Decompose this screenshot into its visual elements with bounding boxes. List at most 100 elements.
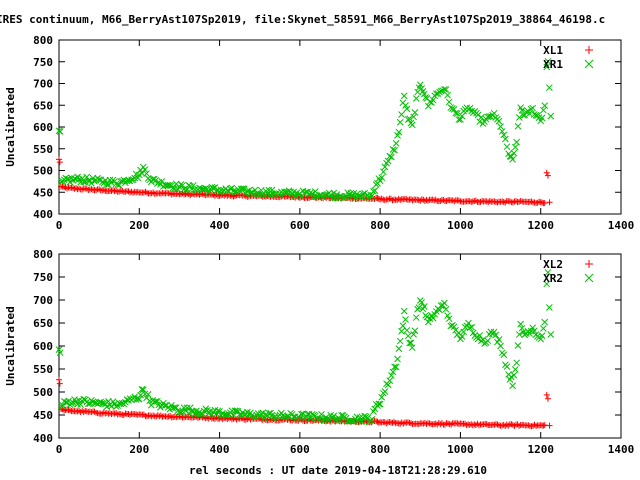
- data-point: [457, 116, 464, 123]
- data-point: [378, 195, 385, 202]
- data-point: [158, 178, 166, 185]
- data-point: [311, 188, 319, 195]
- data-point: [412, 95, 420, 102]
- y-tick-label: 500: [33, 386, 53, 399]
- data-point: [135, 395, 143, 403]
- data-point: [545, 304, 553, 311]
- data-point: [227, 185, 234, 193]
- data-point: [432, 90, 440, 98]
- data-point: [516, 422, 523, 429]
- x-tick-label: 1200: [527, 443, 554, 456]
- data-point: [381, 163, 389, 171]
- data-point: [538, 332, 546, 340]
- data-point: [444, 91, 451, 99]
- data-point: [498, 128, 506, 135]
- data-point: [410, 330, 417, 338]
- data-point: [404, 332, 412, 340]
- data-point: [150, 189, 157, 196]
- x-tick-label: 200: [129, 219, 149, 232]
- data-point: [400, 307, 408, 315]
- data-point: [117, 411, 124, 418]
- data-point: [442, 86, 450, 93]
- legend-marker: [585, 260, 593, 268]
- data-point: [416, 81, 424, 89]
- data-point: [474, 111, 482, 119]
- data-point: [165, 413, 172, 420]
- data-point: [240, 185, 248, 193]
- data-point: [183, 404, 191, 412]
- data-point: [490, 109, 498, 117]
- data-point: [547, 112, 555, 120]
- data-point: [412, 314, 420, 321]
- data-point: [541, 199, 548, 206]
- data-point: [492, 331, 500, 339]
- data-point: [392, 140, 400, 147]
- data-point: [445, 98, 453, 106]
- data-point: [398, 111, 405, 118]
- data-point: [462, 420, 469, 427]
- data-point: [386, 377, 394, 384]
- data-point: [328, 194, 336, 202]
- data-point: [532, 111, 540, 119]
- data-point: [141, 166, 149, 173]
- data-point: [384, 157, 392, 165]
- y-tick-label: 800: [33, 248, 53, 261]
- data-point: [56, 380, 63, 387]
- data-point: [131, 174, 139, 182]
- data-point: [378, 393, 386, 401]
- data-point: [384, 381, 392, 389]
- data-point: [541, 102, 549, 109]
- data-point: [74, 401, 81, 408]
- data-point: [514, 342, 522, 349]
- data-point: [441, 299, 448, 307]
- chart-title: IRES continuum, M66_BerryAst107Sp2019, f…: [0, 13, 605, 26]
- data-point: [376, 400, 384, 408]
- data-point: [494, 421, 501, 428]
- data-point: [450, 323, 458, 331]
- top-panel: 400 450 500 550 600 650 700 750 800 0 200 400 600 800…: [4, 34, 634, 232]
- data-point: [408, 420, 415, 427]
- data-point: [474, 420, 481, 427]
- y-axis-label: Uncalibrated: [4, 306, 17, 385]
- data-point: [465, 319, 472, 327]
- data-point: [203, 185, 211, 193]
- data-point: [443, 197, 450, 204]
- data-point: [541, 318, 549, 326]
- data-point: [460, 328, 467, 336]
- data-point: [515, 331, 523, 338]
- data-point: [471, 421, 478, 428]
- y-tick-label: 700: [33, 294, 53, 307]
- legend-label: XR1: [543, 58, 563, 71]
- data-point: [432, 196, 439, 203]
- data-point: [73, 185, 80, 192]
- data-point: [511, 366, 519, 373]
- data-point: [509, 382, 516, 390]
- data-point: [402, 316, 409, 323]
- plot-frame: [58, 253, 622, 439]
- data-point: [497, 123, 504, 130]
- data-point: [137, 391, 144, 399]
- data-point: [388, 153, 395, 161]
- x-tick-label: 1000: [447, 219, 474, 232]
- data-point: [391, 418, 398, 425]
- data-point: [503, 363, 511, 371]
- y-tick-label: 450: [33, 409, 53, 422]
- data-point: [451, 198, 458, 205]
- x-tick-label: 1200: [527, 219, 554, 232]
- data-point: [455, 197, 462, 204]
- data-point: [517, 198, 524, 204]
- y-tick-label: 500: [33, 165, 53, 178]
- data-point: [79, 186, 86, 193]
- data-point: [544, 395, 551, 402]
- data-point: [368, 192, 376, 200]
- data-point: [395, 345, 403, 352]
- data-point: [386, 152, 394, 160]
- data-point: [318, 411, 325, 418]
- data-point: [410, 113, 417, 121]
- data-point: [510, 371, 518, 379]
- data-point: [431, 197, 438, 204]
- data-point: [432, 420, 439, 427]
- data-point: [396, 118, 404, 126]
- data-point: [411, 109, 419, 116]
- data-point: [383, 420, 390, 427]
